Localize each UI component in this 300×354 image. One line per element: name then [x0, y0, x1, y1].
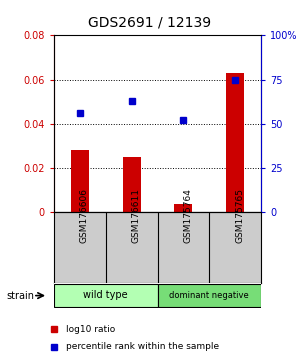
Text: percentile rank within the sample: percentile rank within the sample [66, 342, 219, 352]
Bar [71, 150, 89, 212]
Text: GSM176606: GSM176606 [80, 188, 89, 244]
Text: GSM175765: GSM175765 [235, 188, 244, 244]
Bar [123, 157, 141, 212]
FancyBboxPatch shape [158, 285, 261, 307]
Text: wild type: wild type [83, 290, 128, 300]
Text: GDS2691 / 12139: GDS2691 / 12139 [88, 16, 212, 30]
Text: GSM176611: GSM176611 [132, 188, 141, 244]
Bar [226, 73, 244, 212]
Text: GSM175764: GSM175764 [183, 188, 192, 244]
Bar [174, 204, 192, 212]
Text: log10 ratio: log10 ratio [66, 325, 115, 334]
Text: dominant negative: dominant negative [169, 291, 249, 299]
Text: strain: strain [6, 291, 34, 301]
FancyBboxPatch shape [54, 285, 158, 307]
